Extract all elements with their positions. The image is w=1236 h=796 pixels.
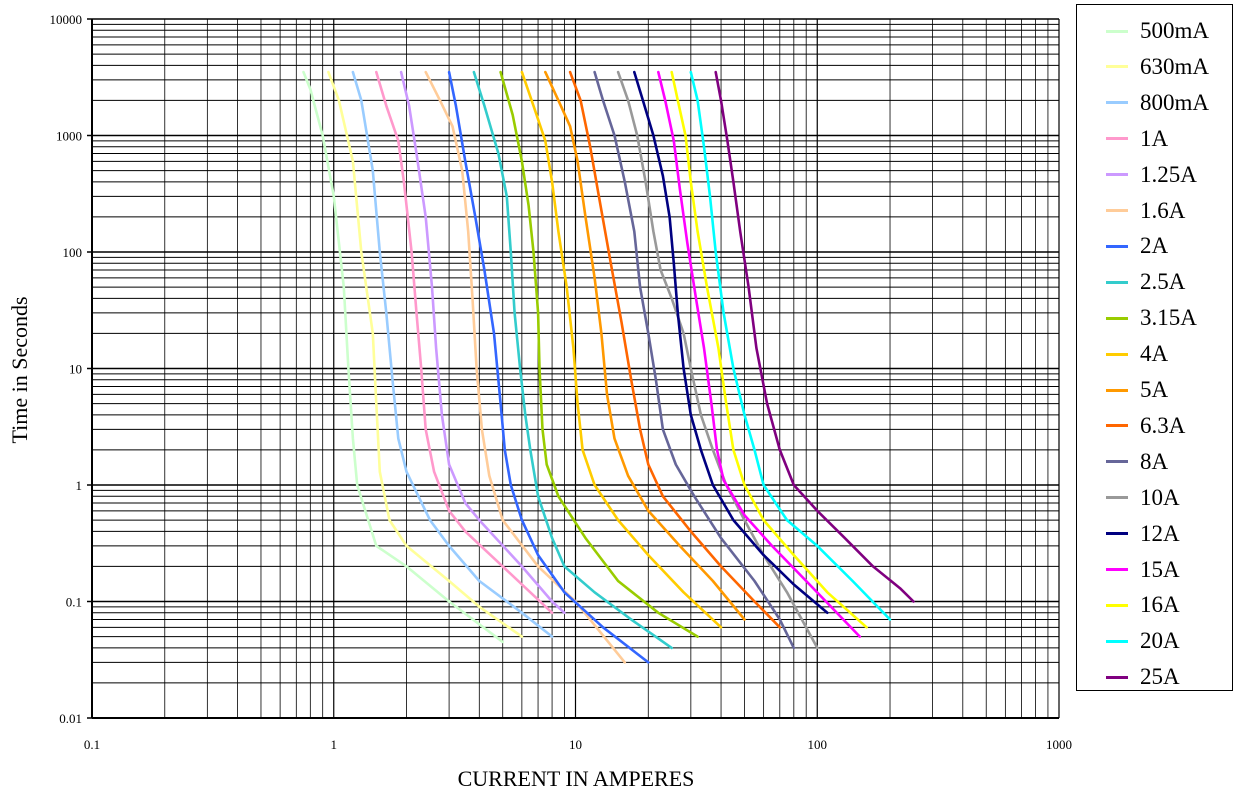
series-line xyxy=(544,70,746,621)
series-line xyxy=(424,70,627,664)
legend-item: 5A xyxy=(1077,372,1232,408)
legend-item: 500mA xyxy=(1077,13,1232,49)
legend-item: 6.3A xyxy=(1077,408,1232,444)
legend-swatch xyxy=(1106,65,1128,69)
series-line xyxy=(714,70,915,603)
x-tick-label: 1 xyxy=(331,737,338,752)
x-tick-label: 100 xyxy=(808,737,828,752)
series-line xyxy=(520,70,723,629)
legend-item: 16A xyxy=(1077,587,1232,623)
series-line xyxy=(593,70,796,650)
legend-item: 25A xyxy=(1077,659,1232,695)
legend-swatch xyxy=(1106,639,1128,643)
series-line xyxy=(670,70,868,629)
legend-label: 25A xyxy=(1140,664,1180,690)
legend-swatch xyxy=(1106,496,1128,500)
legend-swatch xyxy=(1106,568,1128,571)
y-tick-label: 100 xyxy=(63,245,83,260)
x-tick-label: 10 xyxy=(569,737,582,752)
y-tick-label: 10000 xyxy=(50,12,83,27)
legend-label: 1.6A xyxy=(1140,197,1186,223)
y-tick-label: 10 xyxy=(69,362,82,377)
legend-label: 4A xyxy=(1140,341,1169,367)
legend-label: 1A xyxy=(1140,125,1169,151)
series-line xyxy=(375,70,554,615)
legend-swatch xyxy=(1106,209,1128,212)
legend-item: 3.15A xyxy=(1077,300,1232,336)
legend-swatch xyxy=(1106,352,1128,356)
series-line xyxy=(568,70,782,629)
legend-item: 20A xyxy=(1077,623,1232,659)
series-line xyxy=(499,70,699,638)
y-axis-title: Time in Seconds xyxy=(7,296,32,443)
legend-label: 15A xyxy=(1140,556,1180,582)
legend-item: 4A xyxy=(1077,336,1232,372)
series-line xyxy=(302,70,504,644)
series-line xyxy=(472,70,673,650)
series-line xyxy=(657,70,862,638)
legend-swatch xyxy=(1106,29,1128,33)
legend-swatch xyxy=(1106,137,1128,141)
series-line xyxy=(351,70,554,638)
legend-item: 800mA xyxy=(1077,85,1232,121)
legend-label: 1.25A xyxy=(1140,161,1197,187)
legend-label: 800mA xyxy=(1140,89,1209,115)
x-tick-label: 0.1 xyxy=(84,737,100,752)
legend-item: 1.6A xyxy=(1077,193,1232,229)
legend-label: 12A xyxy=(1140,520,1180,546)
legend-swatch xyxy=(1106,388,1128,392)
legend-label: 16A xyxy=(1140,592,1180,618)
legend-swatch xyxy=(1106,173,1128,177)
legend-label: 8A xyxy=(1140,448,1169,474)
legend-item: 1A xyxy=(1077,121,1232,157)
legend-swatch xyxy=(1106,244,1128,248)
legend-item: 2.5A xyxy=(1077,264,1232,300)
y-tick-label: 1000 xyxy=(56,129,82,144)
series-line xyxy=(616,70,819,650)
legend-swatch xyxy=(1106,532,1128,536)
legend-item: 630mA xyxy=(1077,49,1232,85)
x-tick-labels: 0.1 1 10 100 1000 xyxy=(84,737,1072,752)
y-tick-labels: 0.01 0.1 1 10 100 1000 10000 xyxy=(50,12,83,726)
y-tick-label: 1 xyxy=(76,478,83,493)
grid xyxy=(87,18,1060,719)
legend-item: 12A xyxy=(1077,516,1232,552)
legend-label: 5A xyxy=(1140,377,1169,402)
series-line xyxy=(399,70,566,615)
y-tick-label: 0.1 xyxy=(66,595,82,610)
legend-item: 10A xyxy=(1077,480,1232,516)
y-tick-label: 0.01 xyxy=(59,711,82,726)
legend-label: 630mA xyxy=(1140,53,1209,79)
legend-swatch xyxy=(1106,424,1128,428)
legend-label: 2.5A xyxy=(1140,269,1186,295)
legend-swatch xyxy=(1106,101,1128,105)
legend-swatch xyxy=(1106,460,1128,464)
legend: 500mA 630mA 800mA 1A 1.25A 1.6A 2A 2.5A 3.15A 4A 5… xyxy=(1076,4,1233,691)
series-line xyxy=(689,70,892,621)
legend-item: 1.25A xyxy=(1077,157,1232,193)
series-line xyxy=(327,70,524,638)
legend-label: 20A xyxy=(1140,628,1180,654)
legend-label: 3.15A xyxy=(1140,305,1197,331)
legend-swatch xyxy=(1106,280,1128,284)
series-line xyxy=(633,70,829,615)
x-tick-label: 1000 xyxy=(1046,737,1072,752)
legend-item: 15A xyxy=(1077,552,1232,588)
x-axis-title: CURRENT IN AMPERES xyxy=(458,766,695,791)
series-line xyxy=(447,70,650,664)
legend-item: 2A xyxy=(1077,228,1232,264)
legend-label: 2A xyxy=(1140,233,1169,259)
legend-label: 6.3A xyxy=(1140,412,1186,438)
legend-swatch xyxy=(1106,675,1128,679)
legend-item: 8A xyxy=(1077,444,1232,480)
legend-swatch xyxy=(1106,603,1128,607)
legend-label: 10A xyxy=(1140,484,1180,510)
series-lines xyxy=(302,70,915,664)
legend-swatch xyxy=(1106,316,1128,320)
legend-label: 500mA xyxy=(1140,18,1209,43)
